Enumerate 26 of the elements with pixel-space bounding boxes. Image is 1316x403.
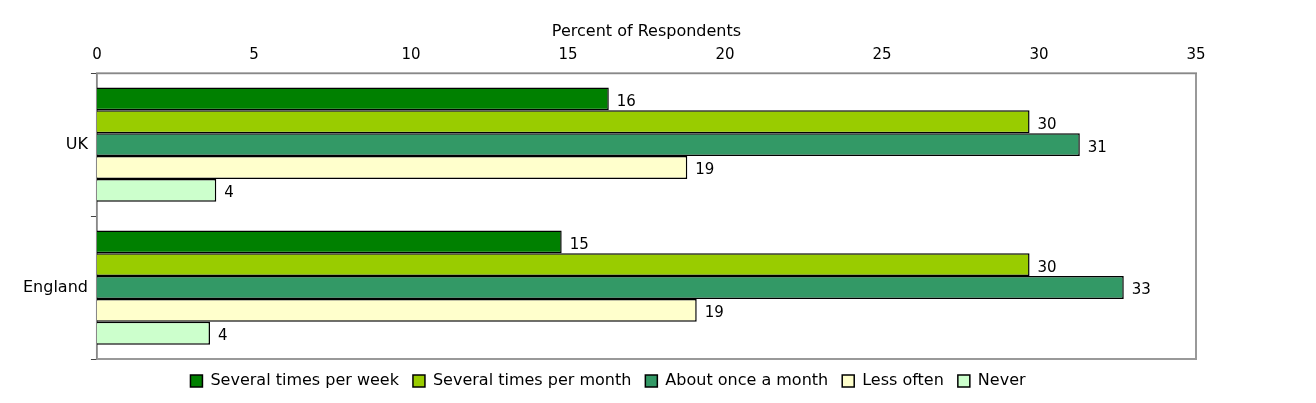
data-label: 15 (569, 234, 589, 253)
data-label: 19 (704, 303, 724, 322)
y-tick-label: UK (65, 133, 89, 153)
x-tick-label: 5 (249, 45, 259, 64)
x-tick-label: 15 (558, 45, 578, 64)
x-tick-label: 25 (872, 45, 892, 64)
data-label: 30 (1037, 257, 1057, 276)
data-label: 4 (218, 326, 228, 345)
legend-label: Several times per week (210, 370, 400, 390)
data-label: 33 (1131, 280, 1151, 299)
x-tick-label: 20 (715, 45, 735, 64)
legend-label: Less often (862, 370, 944, 390)
data-label: 30 (1037, 114, 1057, 133)
data-label: 4 (224, 183, 234, 202)
y-tick-label: England (23, 276, 88, 296)
x-tick-label: 35 (1186, 45, 1206, 64)
data-label: 31 (1087, 137, 1107, 156)
x-tick-label: 10 (401, 45, 421, 64)
data-label: 16 (616, 91, 636, 110)
data-label: 19 (695, 160, 715, 179)
x-tick-label: 30 (1029, 45, 1049, 64)
legend-label: Never (977, 370, 1026, 390)
legend-label: About once a month (665, 370, 829, 390)
legend-label: Several times per month (432, 370, 632, 390)
x-axis-title: Percent of Respondents (551, 20, 742, 40)
x-tick-label: 0 (92, 45, 102, 64)
